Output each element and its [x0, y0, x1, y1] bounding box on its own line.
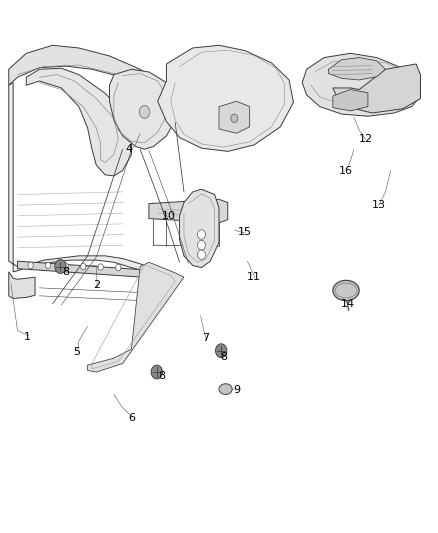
Polygon shape	[9, 83, 158, 273]
Text: 4: 4	[126, 144, 133, 154]
Polygon shape	[149, 199, 228, 223]
Polygon shape	[302, 53, 420, 116]
Circle shape	[198, 230, 205, 239]
Text: 1: 1	[24, 332, 31, 342]
Polygon shape	[18, 261, 158, 278]
Polygon shape	[26, 68, 131, 176]
Circle shape	[55, 260, 66, 273]
Text: 16: 16	[339, 166, 353, 175]
Text: 13: 13	[372, 200, 386, 210]
Text: 14: 14	[341, 299, 355, 309]
Text: 8: 8	[62, 267, 69, 277]
Text: 12: 12	[359, 134, 373, 143]
Circle shape	[151, 365, 162, 379]
Text: 8: 8	[159, 371, 166, 381]
Text: 7: 7	[202, 334, 209, 343]
Polygon shape	[333, 64, 420, 113]
Ellipse shape	[333, 280, 359, 301]
Text: 5: 5	[73, 347, 80, 357]
Circle shape	[198, 240, 205, 250]
Polygon shape	[219, 101, 250, 133]
Text: 15: 15	[238, 227, 252, 237]
Circle shape	[116, 264, 121, 271]
Circle shape	[81, 263, 86, 270]
Circle shape	[98, 264, 103, 270]
Circle shape	[28, 262, 33, 269]
Polygon shape	[180, 189, 219, 268]
Polygon shape	[158, 45, 293, 151]
Text: 6: 6	[128, 414, 135, 423]
Text: 2: 2	[93, 280, 100, 290]
Text: 10: 10	[162, 211, 176, 221]
Text: 9: 9	[233, 385, 240, 395]
Circle shape	[63, 263, 68, 269]
Polygon shape	[110, 69, 175, 149]
Polygon shape	[88, 262, 184, 372]
Text: 11: 11	[247, 272, 261, 282]
Polygon shape	[333, 90, 368, 111]
Text: 8: 8	[220, 352, 227, 362]
Circle shape	[215, 344, 227, 358]
Circle shape	[231, 114, 238, 123]
Polygon shape	[328, 58, 385, 80]
Polygon shape	[9, 272, 35, 298]
Circle shape	[198, 250, 205, 260]
Circle shape	[139, 106, 150, 118]
Polygon shape	[9, 45, 158, 91]
Ellipse shape	[219, 384, 232, 394]
Circle shape	[46, 262, 51, 269]
